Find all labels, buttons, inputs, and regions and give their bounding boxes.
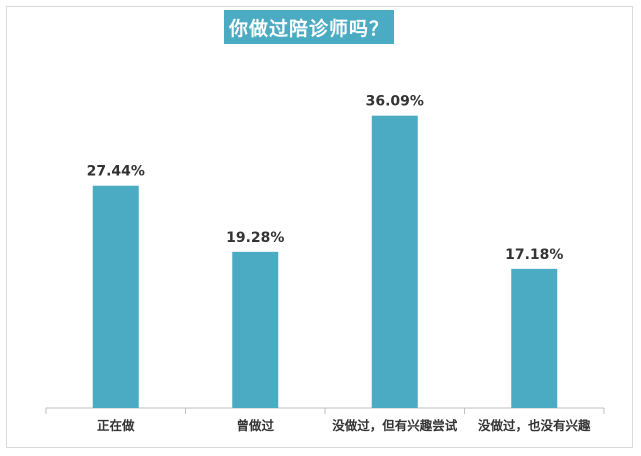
data-label-2: 19.28% — [226, 230, 284, 246]
category-label-4: 没做过，也没有兴趣 — [478, 418, 591, 433]
chart-title: 你做过陪诊师吗？ — [224, 10, 394, 44]
category-label-2: 曾做过 — [236, 418, 274, 433]
bar-1 — [92, 185, 139, 408]
data-label-3: 36.09% — [366, 94, 424, 110]
data-label-4: 17.18% — [505, 247, 563, 263]
category-label-1: 正在做 — [97, 418, 135, 433]
bar-4 — [511, 268, 558, 408]
data-label-1: 27.44% — [87, 164, 145, 180]
bar-2 — [232, 251, 279, 408]
chart-title-text: 你做过陪诊师吗？ — [228, 17, 389, 40]
category-label-3: 没做过，但有兴趣尝试 — [332, 418, 458, 433]
bar-3 — [371, 115, 418, 409]
